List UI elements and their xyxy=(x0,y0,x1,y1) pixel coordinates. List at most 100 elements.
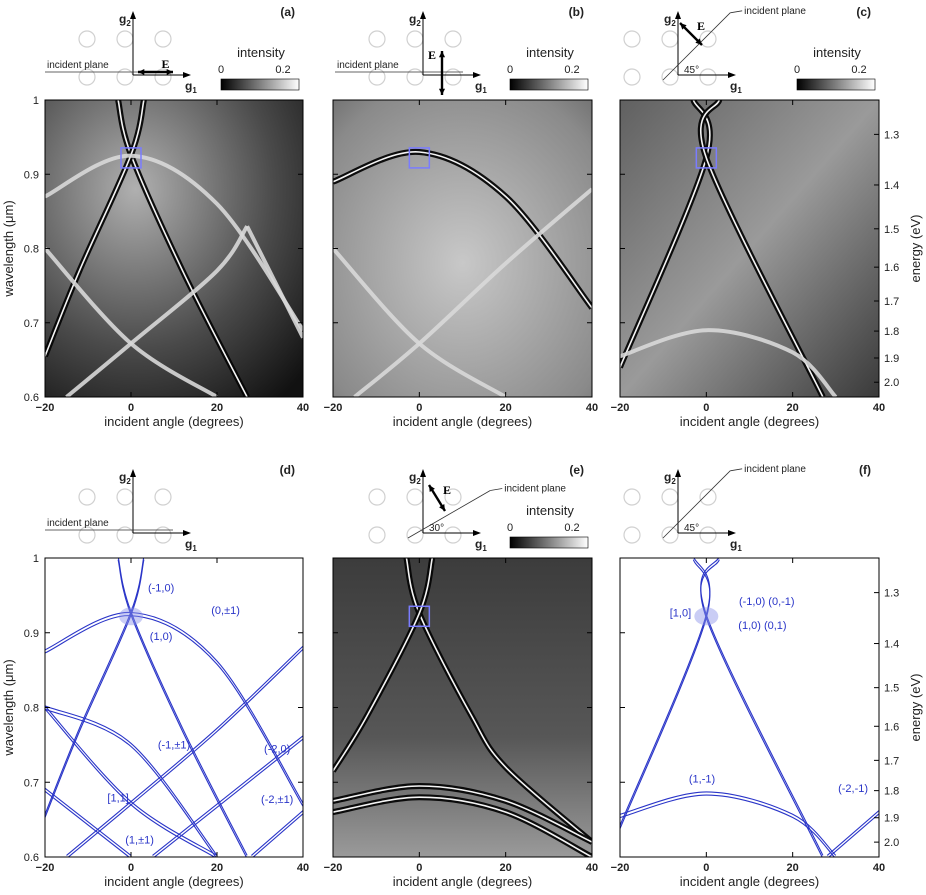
g2-label: g2 xyxy=(409,12,421,28)
x-tick-label: 40 xyxy=(586,862,598,874)
mode-label: (1,-1) xyxy=(689,773,715,785)
mode-line xyxy=(45,787,132,856)
lattice-site xyxy=(116,488,134,506)
y2-tick-label: 2.0 xyxy=(884,837,899,849)
colorbar-max-label: 0.2 xyxy=(275,64,290,76)
lattice-site xyxy=(368,68,386,86)
arrowhead-icon xyxy=(429,485,435,492)
mode-line xyxy=(252,813,303,857)
arrowhead-icon xyxy=(438,88,446,95)
g1-label: g1 xyxy=(475,537,487,553)
arrow-right-icon xyxy=(728,530,736,536)
mode-line xyxy=(251,810,303,856)
x-tick-label: 0 xyxy=(416,862,422,874)
light-band xyxy=(620,328,838,397)
mode-label: (-1,0) (0,-1) xyxy=(739,596,795,608)
e-field-label: E xyxy=(697,19,705,33)
mode-line xyxy=(700,558,824,856)
lattice-site xyxy=(661,30,679,48)
highlight-spot xyxy=(694,607,719,626)
y2-tick-label: 1.7 xyxy=(884,296,899,308)
g2-label: g2 xyxy=(119,470,131,486)
arrow-up-icon xyxy=(420,11,426,19)
y-tick-label: 0.7 xyxy=(24,777,39,789)
g1-label: g1 xyxy=(475,79,487,95)
e-field-label: E xyxy=(162,57,170,71)
colorbar: intensity 0 0.2 xyxy=(794,45,876,91)
highlight-box xyxy=(408,605,431,628)
lattice-site xyxy=(444,526,462,544)
lattice-inset: g2 g1 45° incident plane E xyxy=(623,6,806,95)
y2-tick-label: 1.9 xyxy=(884,813,899,825)
lattice-site xyxy=(78,30,96,48)
y2-tick-label: 1.8 xyxy=(884,786,899,798)
y2-tick-label: 1.4 xyxy=(884,180,899,192)
lattice-site xyxy=(661,488,679,506)
arrow-up-icon xyxy=(130,11,136,19)
colorbar-min-label: 0 xyxy=(507,522,513,534)
lattice-inset: g2 g1 incident plane xyxy=(45,469,197,553)
x-tick-label: −20 xyxy=(324,402,343,414)
y2-tick-label: 1.5 xyxy=(884,224,899,236)
incident-plane-line xyxy=(662,12,731,81)
light-band xyxy=(245,225,303,339)
highlight-spot xyxy=(119,607,143,626)
lattice-site xyxy=(406,30,424,48)
highlight-box xyxy=(695,147,718,169)
colorbar-min-label: 0 xyxy=(794,64,800,76)
lattice-site xyxy=(699,68,717,86)
lattice-site xyxy=(154,526,172,544)
lattice-site xyxy=(444,30,462,48)
x-tick-label: 0 xyxy=(128,862,134,874)
arrow-up-icon xyxy=(675,11,681,19)
y2-tick-label: 1.3 xyxy=(884,588,899,600)
panel-e: −20 0 20 40 incident angle (degrees) (e) g2 g1 3… xyxy=(324,463,598,889)
colorbar-gradient xyxy=(509,78,589,91)
plane-leader xyxy=(730,10,743,14)
colorbar-gradient xyxy=(220,78,300,91)
light-band xyxy=(65,225,249,397)
highlight-box xyxy=(120,147,142,169)
panel-label: (d) xyxy=(280,463,295,477)
bright-edge xyxy=(700,100,824,397)
mode-line xyxy=(826,810,879,856)
colorbar: intensity 0 0.2 xyxy=(507,503,589,549)
mode-line xyxy=(700,559,823,857)
mode-line xyxy=(620,558,711,826)
mode-label: (0,±1) xyxy=(211,605,240,617)
g1-label: g1 xyxy=(730,537,742,553)
arrow-right-icon xyxy=(183,530,191,536)
bright-edge xyxy=(45,100,145,357)
x-tick-label: 20 xyxy=(211,402,223,414)
e-field-label: E xyxy=(428,48,436,62)
g2-label: g2 xyxy=(664,470,676,486)
y2-axis-label: energy (eV) xyxy=(908,215,923,283)
colorbar-gradient xyxy=(509,536,589,549)
bright-edge xyxy=(333,151,592,309)
y2-axis-label: energy (eV) xyxy=(908,674,923,742)
mode-line xyxy=(45,705,218,856)
y2-tick-label: 1.9 xyxy=(884,353,899,365)
mode-label: (1,0) (0,1) xyxy=(738,620,786,632)
lattice-site xyxy=(116,68,134,86)
mode-line xyxy=(153,738,303,857)
x-tick-label: 40 xyxy=(297,402,309,414)
mode-label: (-1,±1) xyxy=(158,740,190,752)
mode-line xyxy=(620,791,837,856)
light-band xyxy=(353,187,592,397)
panel-label: (e) xyxy=(569,463,584,477)
lattice-site xyxy=(78,526,96,544)
colorbar-title: intensity xyxy=(526,503,574,518)
y2-tick-label: 1.6 xyxy=(884,721,899,733)
x-tick-label: −20 xyxy=(36,402,55,414)
mode-label: (-2,-1) xyxy=(838,783,868,795)
lattice-inset: g2 g1 incident plane E xyxy=(45,11,197,95)
y-tick-label: 1 xyxy=(33,95,39,107)
panel-label: (f) xyxy=(859,463,871,477)
x-tick-label: 40 xyxy=(586,402,598,414)
arrowhead-icon xyxy=(166,68,173,76)
x-tick-label: 0 xyxy=(416,402,422,414)
x-tick-label: 40 xyxy=(297,862,309,874)
curve-group xyxy=(620,558,879,857)
lattice-site xyxy=(78,488,96,506)
